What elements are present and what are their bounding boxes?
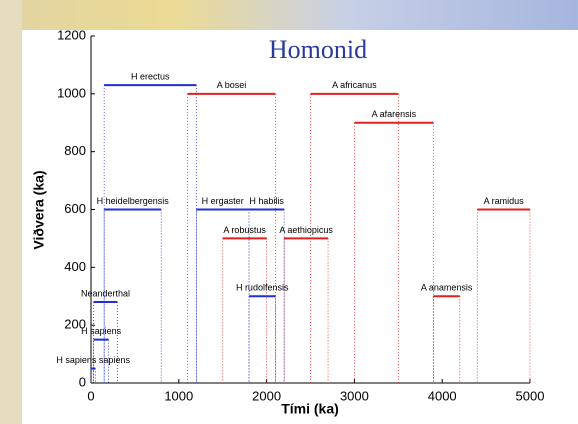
segment-label: H habilis [249,196,284,206]
y-tick-label: 800 [64,143,86,158]
segment-label: A afarensis [372,109,417,119]
x-axis-label: Tími (ka) [281,401,339,417]
segment-label: A aethiopicus [279,225,333,235]
y-tick-label: 400 [64,259,86,274]
x-tick-label: 5000 [516,388,545,403]
x-tick-label: 1000 [164,388,193,403]
y-tick-label: 1200 [57,27,86,42]
y-tick-label: 0 [79,374,86,389]
x-tick-label: 4000 [428,388,457,403]
y-tick-label: 200 [64,317,86,332]
segment-label: A robustus [223,225,266,235]
segment-label: A anamensis [421,283,473,293]
segment-label: H ergaster [202,196,244,206]
segment-label: H heidelbergensis [97,196,170,206]
segment-label: A bosei [217,80,247,90]
y-axis-label: Viðvera (ka) [31,170,47,249]
chart-title: Homonid [269,35,367,64]
banner [0,0,578,30]
segment-label: A africanus [332,80,377,90]
y-tick-label: 600 [64,201,86,216]
x-tick-label: 3000 [340,388,369,403]
segment-label: H sapiens [81,326,122,336]
segment-label: H erectus [131,72,170,82]
segment-label: H rudolfensis [236,283,289,293]
segment-label: H sapiens sapiens [56,355,130,365]
y-tick-label: 1000 [57,85,86,100]
segment-label: A ramidus [484,196,525,206]
side-strip [0,0,22,424]
segment-label: Neanderthal [81,288,130,298]
x-tick-label: 2000 [252,388,281,403]
x-tick-label: 0 [87,388,94,403]
